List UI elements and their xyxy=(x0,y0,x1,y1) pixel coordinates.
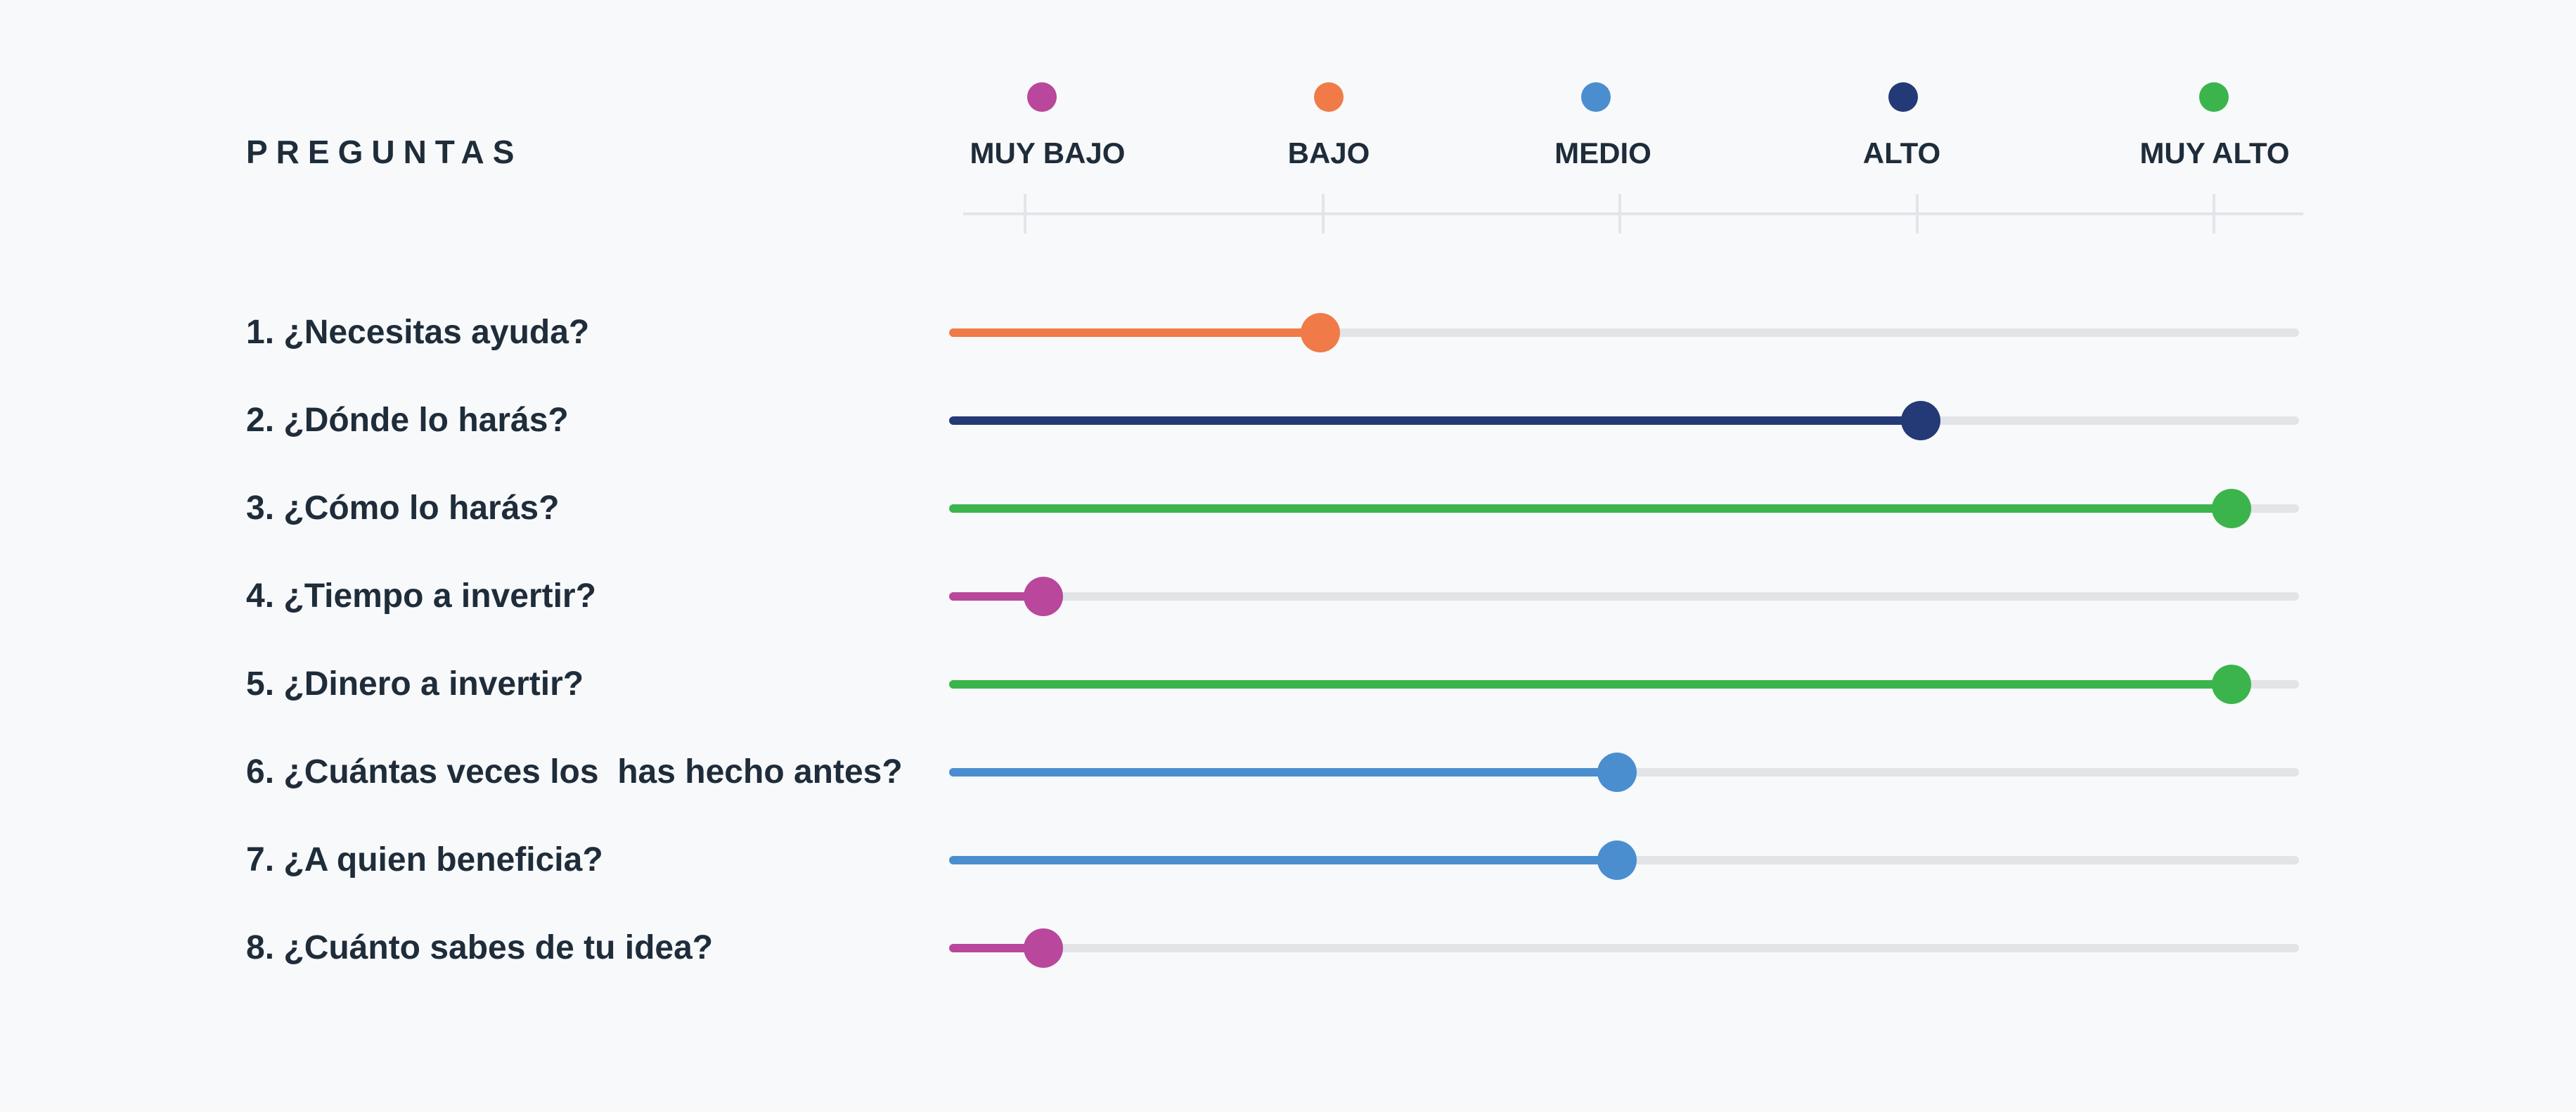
level-medio-dot xyxy=(1581,82,1611,112)
slider-fill xyxy=(949,504,2232,513)
slider-fill xyxy=(949,768,1617,777)
question-row: 8. ¿Cuánto sabes de tu idea? xyxy=(0,913,2576,983)
question-slider[interactable] xyxy=(949,561,2299,632)
slider-thumb[interactable] xyxy=(1024,577,1063,616)
question-row: 5. ¿Dinero a invertir? xyxy=(0,649,2576,720)
slider-fill xyxy=(949,856,1617,864)
level-bajo-dot xyxy=(1314,82,1344,112)
question-slider[interactable] xyxy=(949,737,2299,807)
level-muy-bajo-label: MUY BAJO xyxy=(970,136,1126,170)
question-row: 2. ¿Dónde lo harás? xyxy=(0,385,2576,456)
question-slider[interactable] xyxy=(949,825,2299,895)
slider-thumb[interactable] xyxy=(2212,489,2251,528)
slider-thumb[interactable] xyxy=(1024,928,1063,968)
level-muy-alto-label: MUY ALTO xyxy=(2139,136,2290,170)
question-slider[interactable] xyxy=(949,385,2299,456)
question-row: 7. ¿A quien beneficia? xyxy=(0,825,2576,895)
question-row: 3. ¿Cómo lo harás? xyxy=(0,473,2576,544)
level-muy-alto-dot xyxy=(2199,82,2229,112)
slider-thumb[interactable] xyxy=(1597,753,1637,792)
slider-fill xyxy=(949,680,2232,689)
question-row: 1. ¿Necesitas ayuda? xyxy=(0,298,2576,368)
slider-thumb[interactable] xyxy=(1301,313,1340,352)
level-medio-label: MEDIO xyxy=(1554,136,1651,170)
slider-fill xyxy=(949,416,1921,425)
question-label: 1. ¿Necesitas ayuda? xyxy=(246,314,590,351)
question-slider[interactable] xyxy=(949,473,2299,544)
slider-track[interactable] xyxy=(949,944,2299,952)
question-label: 2. ¿Dónde lo harás? xyxy=(246,402,569,439)
question-slider[interactable] xyxy=(949,298,2299,368)
question-label: 7. ¿A quien beneficia? xyxy=(246,841,603,878)
slider-fill xyxy=(949,592,1043,601)
question-label: 6. ¿Cuántas veces los has hecho antes? xyxy=(246,753,903,791)
level-bajo-label: BAJO xyxy=(1287,136,1370,170)
slider-track[interactable] xyxy=(949,592,2299,601)
scale-axis-line xyxy=(963,212,2303,215)
question-row: 4. ¿Tiempo a invertir? xyxy=(0,561,2576,632)
question-slider[interactable] xyxy=(949,913,2299,983)
slider-fill xyxy=(949,944,1043,952)
slider-thumb[interactable] xyxy=(1901,401,1940,440)
slider-fill xyxy=(949,328,1320,337)
level-alto-dot xyxy=(1888,82,1918,112)
slider-thumb[interactable] xyxy=(2212,665,2251,704)
question-label: 8. ¿Cuánto sabes de tu idea? xyxy=(246,929,714,966)
question-label: 5. ¿Dinero a invertir? xyxy=(246,665,584,703)
level-alto-label: ALTO xyxy=(1862,136,1941,170)
question-label: 4. ¿Tiempo a invertir? xyxy=(246,577,596,615)
level-muy-bajo-dot xyxy=(1027,82,1057,112)
questions-header: PREGUNTAS xyxy=(246,134,523,170)
slider-thumb[interactable] xyxy=(1597,841,1637,880)
question-slider[interactable] xyxy=(949,649,2299,720)
question-row: 6. ¿Cuántas veces los has hecho antes? xyxy=(0,737,2576,807)
question-label: 3. ¿Cómo lo harás? xyxy=(246,490,560,527)
